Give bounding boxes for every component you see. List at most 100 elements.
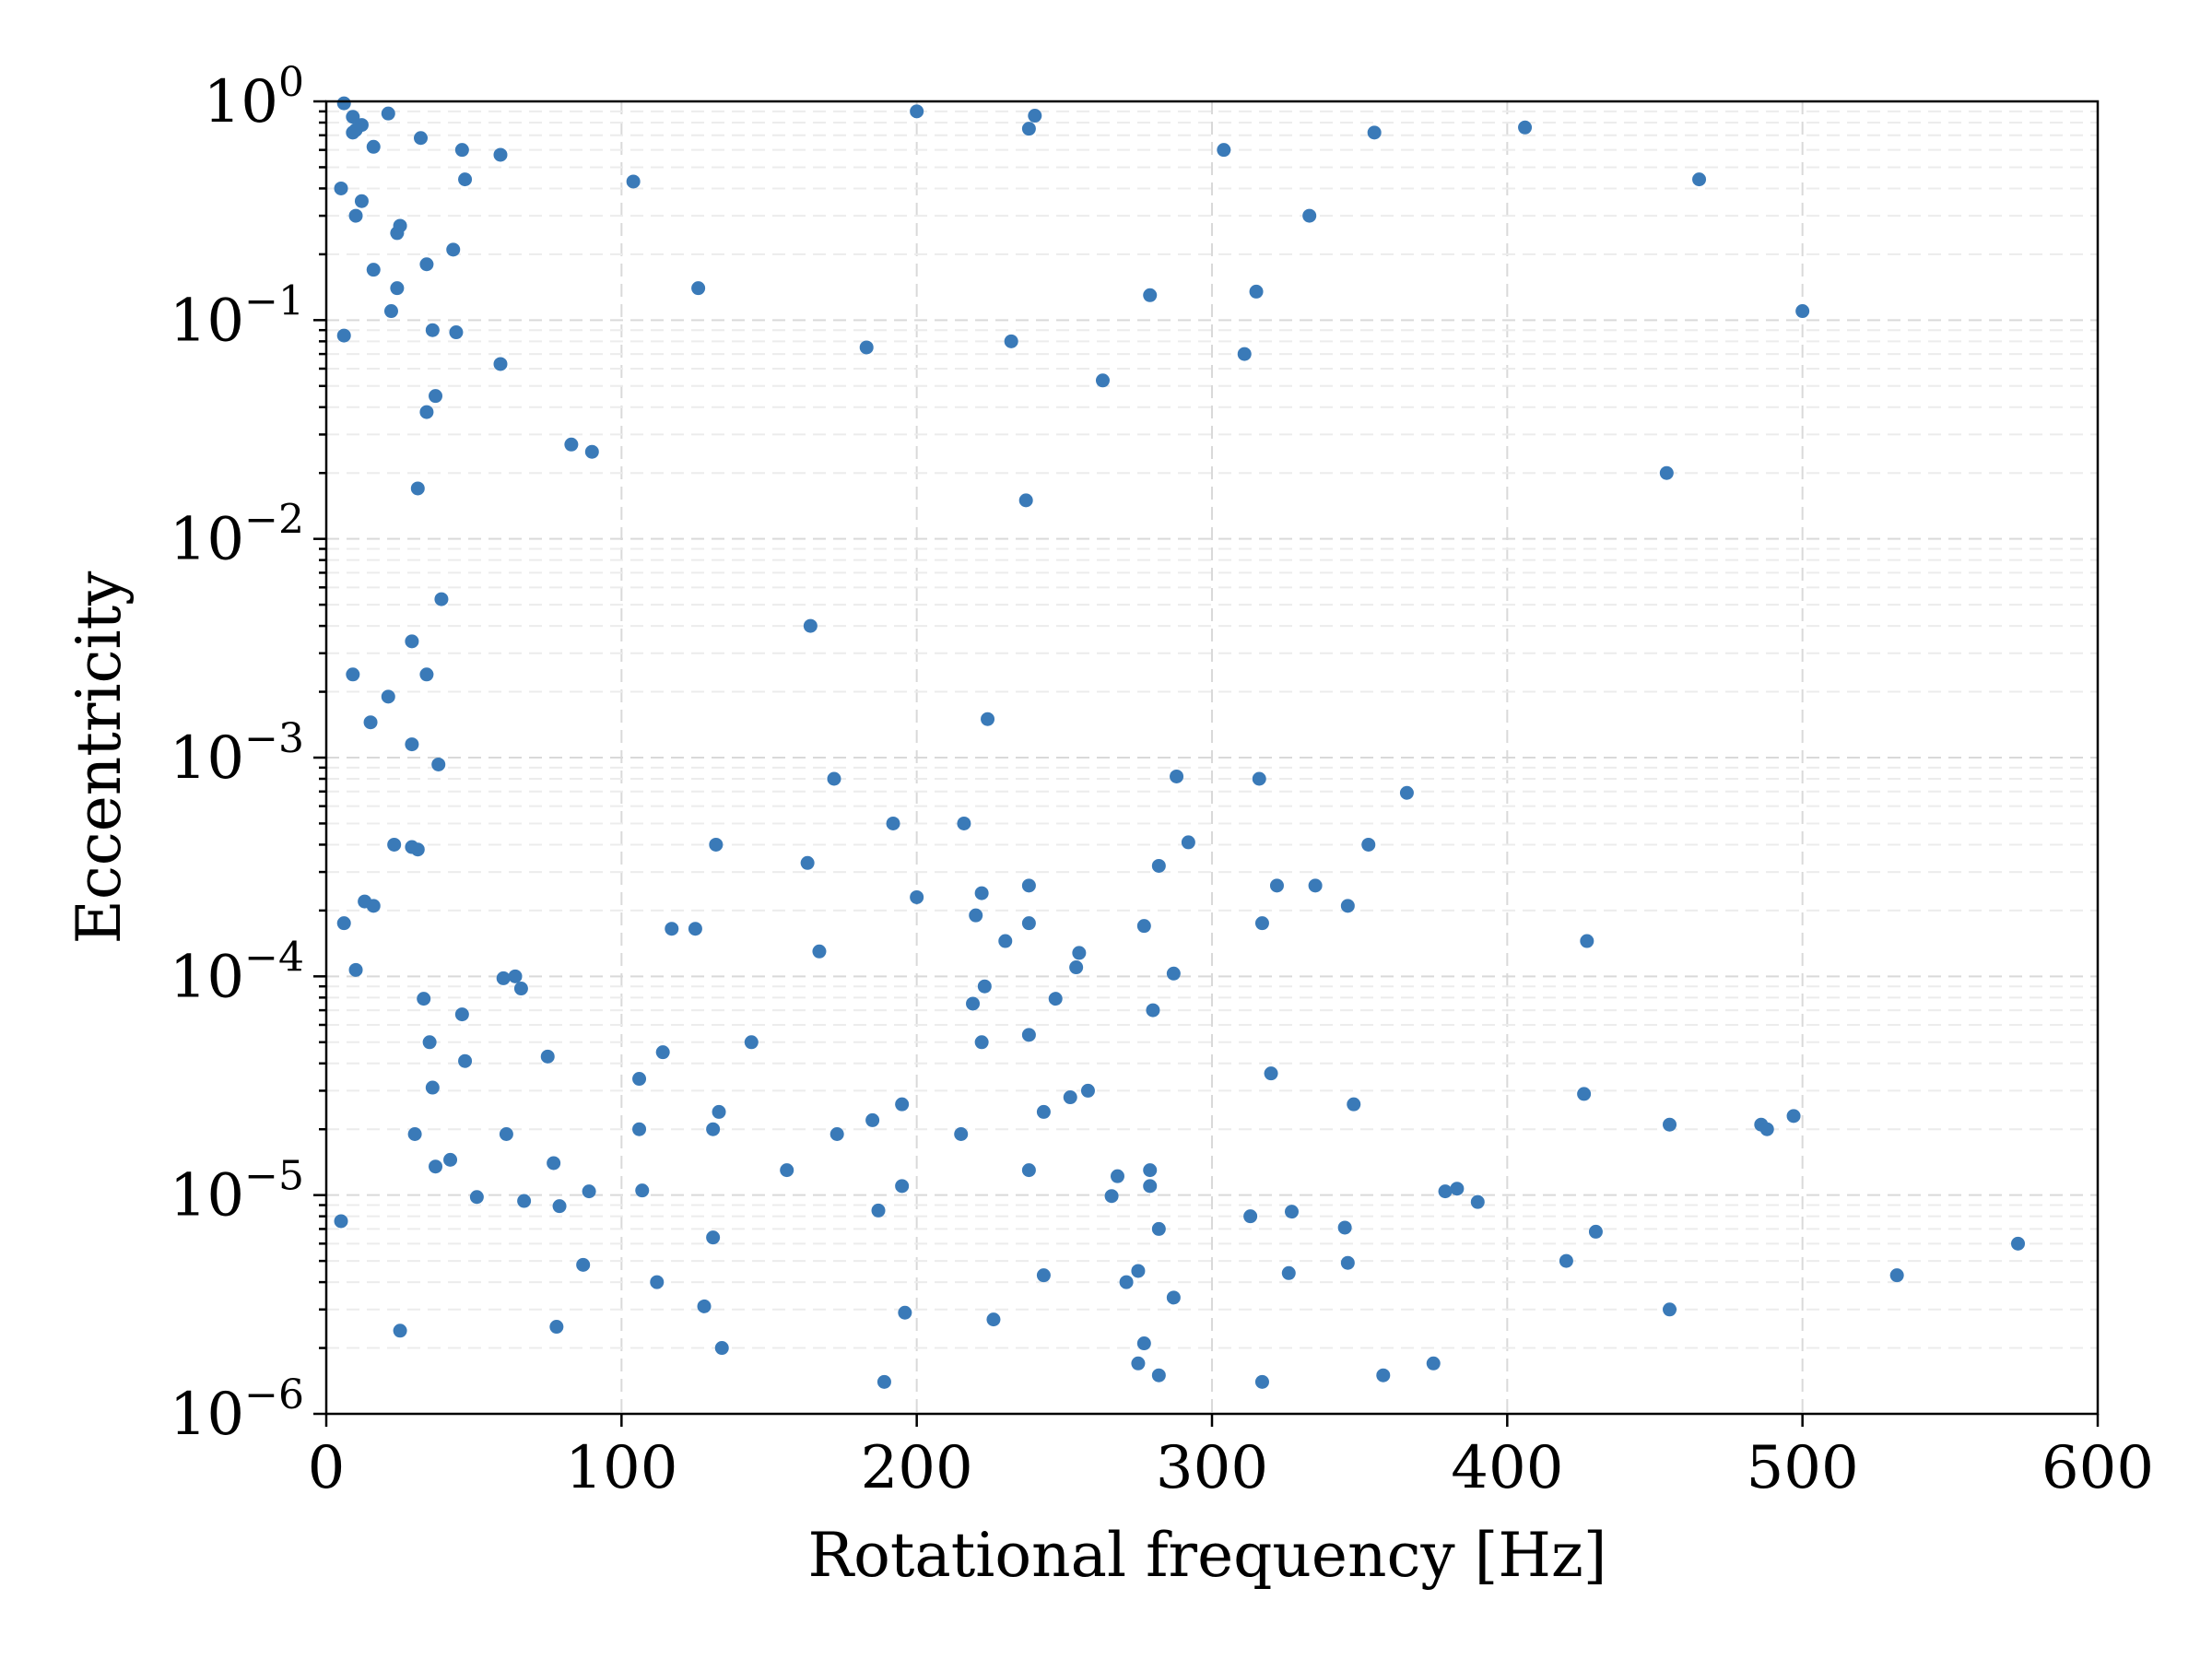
data-point: [744, 1035, 759, 1050]
data-point: [966, 996, 981, 1011]
data-point: [1143, 288, 1158, 302]
data-point: [1151, 1221, 1166, 1236]
data-point: [419, 667, 434, 682]
data-point: [564, 437, 579, 452]
data-point: [366, 263, 381, 277]
data-point: [425, 1080, 440, 1095]
data-point: [1659, 465, 1674, 480]
data-point: [1131, 1264, 1146, 1278]
data-point: [547, 1156, 561, 1171]
data-point: [434, 592, 449, 606]
y-tick-label: 10−6: [170, 1371, 304, 1449]
x-tick-label: 600: [2041, 1434, 2154, 1502]
data-point: [827, 771, 841, 786]
data-point: [1249, 284, 1264, 299]
data-point: [697, 1299, 712, 1313]
data-point: [1254, 916, 1269, 931]
data-point: [655, 1045, 670, 1060]
data-point: [1110, 1169, 1124, 1183]
y-tick-exponent: 0: [278, 59, 304, 106]
data-point: [1518, 120, 1533, 135]
data-point: [381, 689, 395, 704]
data-point: [390, 226, 405, 241]
data-point: [910, 104, 924, 119]
data-point: [387, 837, 402, 852]
y-tick-label: 100: [204, 59, 304, 136]
x-tick-label: 100: [565, 1434, 677, 1502]
data-point: [1692, 172, 1707, 187]
data-point: [458, 1053, 473, 1068]
data-point: [499, 1127, 513, 1142]
data-point: [632, 1122, 647, 1136]
data-point: [1376, 1368, 1391, 1382]
data-point: [1095, 373, 1110, 388]
data-point: [688, 922, 702, 936]
data-point: [1048, 992, 1063, 1006]
data-point: [1577, 1087, 1592, 1101]
data-point: [1018, 493, 1033, 508]
data-point: [552, 1199, 567, 1214]
y-tick-exponent: −5: [244, 1153, 304, 1200]
data-point: [422, 1035, 437, 1050]
data-point: [1069, 960, 1084, 975]
data-point: [1759, 1122, 1774, 1136]
data-point: [1399, 785, 1414, 800]
data-point: [493, 147, 508, 162]
x-tick-label: 0: [308, 1434, 346, 1502]
data-point: [1119, 1275, 1134, 1289]
data-point: [830, 1127, 844, 1142]
data-point: [706, 1230, 721, 1245]
data-point: [348, 208, 363, 223]
data-point: [714, 1341, 729, 1356]
data-point: [417, 992, 431, 1006]
data-point: [886, 816, 900, 830]
data-point: [650, 1275, 665, 1289]
data-point: [780, 1163, 794, 1178]
y-tick-base: 10: [170, 724, 244, 793]
data-point: [429, 1159, 443, 1174]
data-point: [407, 1127, 422, 1142]
data-point: [635, 1183, 650, 1198]
data-point: [957, 816, 971, 830]
data-point: [859, 340, 874, 355]
y-tick-exponent: −2: [244, 497, 304, 544]
y-tick-base: 10: [170, 943, 244, 1011]
data-point: [1063, 1090, 1077, 1105]
data-point: [334, 1214, 348, 1229]
data-point: [410, 481, 425, 496]
data-point: [877, 1374, 891, 1389]
data-point: [895, 1179, 910, 1194]
data-point: [871, 1203, 886, 1218]
data-point: [898, 1305, 912, 1320]
data-point: [974, 886, 989, 900]
data-point: [431, 757, 446, 771]
data-point: [1146, 1003, 1160, 1018]
data-point: [1237, 347, 1252, 361]
data-point: [348, 962, 363, 977]
data-point: [346, 667, 360, 682]
data-point: [1264, 1066, 1278, 1081]
data-point: [1151, 858, 1166, 873]
data-point: [1559, 1253, 1573, 1268]
data-point: [1021, 916, 1036, 931]
data-point: [977, 979, 992, 994]
data-point: [895, 1097, 910, 1112]
data-point: [513, 982, 528, 996]
data-point: [1889, 1268, 1904, 1283]
data-point: [334, 181, 348, 195]
data-point: [1131, 1356, 1146, 1371]
data-point: [414, 131, 429, 146]
data-point: [974, 1035, 989, 1050]
data-point: [969, 908, 983, 923]
y-tick-base: 10: [170, 506, 244, 574]
data-point: [381, 106, 395, 121]
data-point: [449, 325, 464, 340]
x-tick-label: 400: [1451, 1434, 1563, 1502]
x-axis-label: Rotational frequency [Hz]: [807, 1520, 1606, 1591]
y-tick-label: 10−4: [170, 934, 304, 1011]
data-point: [1663, 1302, 1677, 1317]
data-point: [493, 357, 508, 371]
data-point: [1450, 1182, 1465, 1196]
data-point: [584, 444, 599, 459]
